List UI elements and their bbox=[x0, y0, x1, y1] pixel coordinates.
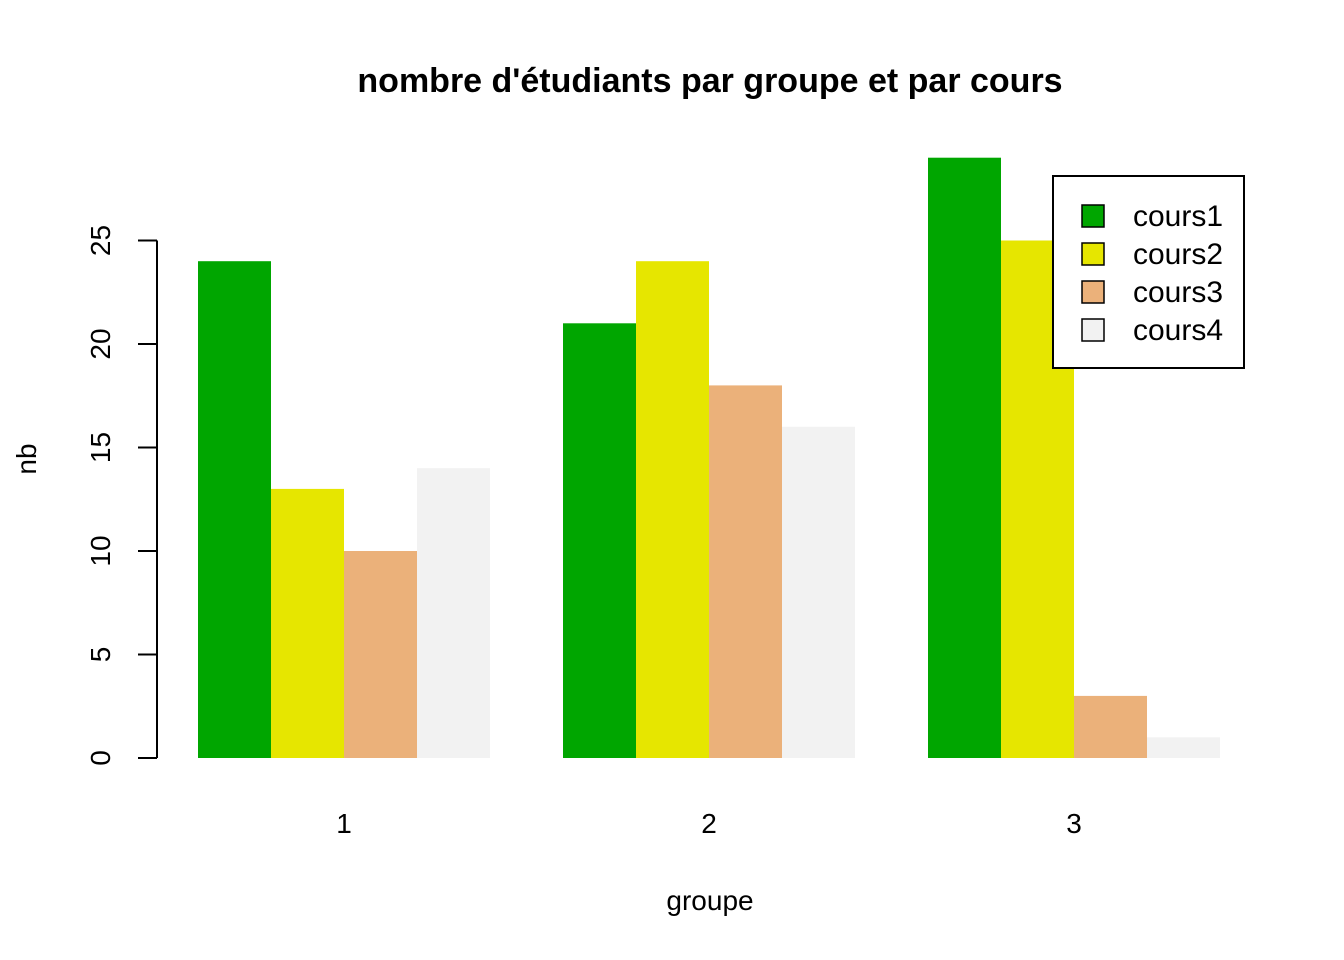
y-tick-label-15: 15 bbox=[85, 432, 116, 463]
bar-cours2-group-1 bbox=[271, 488, 344, 758]
y-axis-title: nb bbox=[11, 443, 42, 474]
x-tick-label-3: 3 bbox=[1066, 808, 1082, 839]
legend-label-cours3: cours3 bbox=[1133, 276, 1223, 309]
bar-cours1-group-3 bbox=[928, 157, 1001, 758]
bar-cours4-group-1 bbox=[417, 468, 490, 758]
bar-cours2-group-2 bbox=[636, 261, 709, 758]
y-tick-label-20: 20 bbox=[85, 328, 116, 359]
bar-cours3-group-1 bbox=[344, 551, 417, 758]
bar-cours1-group-1 bbox=[198, 261, 271, 758]
legend-label-cours2: cours2 bbox=[1133, 238, 1223, 271]
x-axis-title: groupe bbox=[666, 885, 753, 916]
legend-label-cours4: cours4 bbox=[1133, 314, 1223, 347]
bar-cours4-group-3 bbox=[1147, 737, 1220, 758]
y-tick-label-25: 25 bbox=[85, 225, 116, 256]
legend-swatch-cours1 bbox=[1081, 204, 1105, 228]
y-tick-label-10: 10 bbox=[85, 535, 116, 566]
legend: cours1 cours2 cours3 cours4 bbox=[1052, 175, 1245, 369]
bar-cours1-group-2 bbox=[563, 323, 636, 758]
bars-group bbox=[198, 157, 1220, 758]
legend-swatch-cours3 bbox=[1081, 280, 1105, 304]
y-tick-label-0: 0 bbox=[85, 750, 116, 766]
y-tick-label-5: 5 bbox=[85, 647, 116, 663]
x-tick-label-1: 1 bbox=[336, 808, 352, 839]
bar-cours3-group-3 bbox=[1074, 695, 1147, 758]
chart-title: nombre d'étudiants par groupe et par cou… bbox=[357, 62, 1062, 100]
legend-label-cours1: cours1 bbox=[1133, 200, 1223, 233]
legend-swatch-cours2 bbox=[1081, 242, 1105, 266]
x-tick-label-2: 2 bbox=[701, 808, 717, 839]
x-axis-labels: 1 2 3 bbox=[336, 808, 1082, 839]
bar-cours3-group-2 bbox=[709, 385, 782, 758]
y-axis: 0 5 10 15 20 25 bbox=[85, 225, 158, 766]
bar-cours4-group-2 bbox=[782, 426, 855, 758]
legend-swatch-cours4 bbox=[1081, 318, 1105, 342]
